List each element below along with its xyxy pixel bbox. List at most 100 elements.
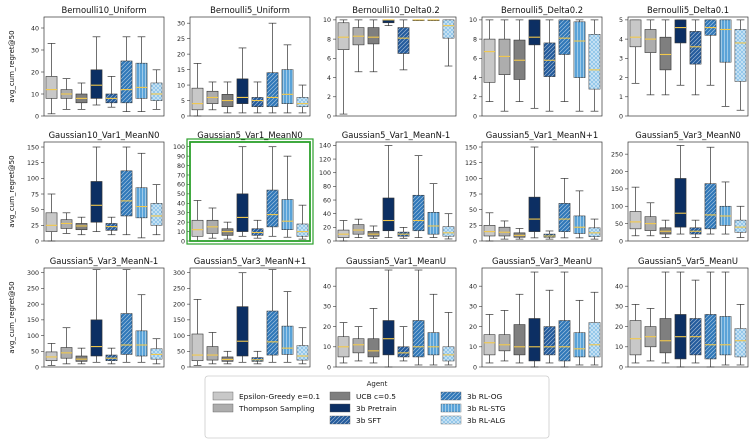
y-tick-label: 10 [177, 229, 185, 236]
box-ucb-c-0-5 [659, 19, 672, 96]
box-3b-sft [105, 347, 118, 365]
y-tick-label: 10 [177, 82, 185, 89]
panel-6: Gaussian10_Var1_MeanN0 0 25 50 75 100 125 150 av… [8, 130, 165, 245]
panel-frame [335, 267, 457, 368]
legend-item-thompson-sampling: Thompson Sampling [212, 403, 315, 413]
box-thompson-sampling [206, 81, 219, 111]
box-3b-rl-alg [296, 327, 309, 365]
y-tick-label: 8 [473, 36, 477, 43]
y-tick-label: 6 [327, 56, 331, 63]
box-3b-pretrain [674, 19, 687, 86]
panel-frame [335, 141, 457, 242]
box-hatch [689, 31, 702, 65]
box-epsilon-greedy-e-0-1 [45, 193, 58, 242]
panel-frame [335, 16, 457, 117]
box-3b-sft [689, 19, 702, 96]
box-thompson-sampling [498, 220, 511, 240]
y-tick-label: 60 [177, 182, 185, 189]
panel-title: Gaussian5_Var3_MeanU [492, 256, 592, 266]
y-tick-label: 6 [473, 56, 477, 63]
y-tick-label: 0 [327, 238, 331, 245]
box-hatch [704, 314, 717, 359]
box-3b-pretrain [528, 146, 541, 239]
box-ucb-c-0-5 [221, 350, 234, 365]
box-thompson-sampling [352, 218, 365, 238]
panel-2: Bernoulli5_Uniform 0 5 10 15 20 25 30 [177, 5, 311, 120]
box-epsilon-greedy-e-0-1 [629, 304, 642, 364]
y-tick-label: 30 [615, 304, 623, 311]
y-tick-label: 40 [323, 283, 331, 290]
box-3b-sft [543, 289, 556, 364]
box-body [629, 19, 642, 48]
y-tick-label: 3 [619, 56, 623, 63]
box-hatch [150, 83, 163, 101]
y-tick-label: 50 [31, 349, 39, 356]
box-thompson-sampling [644, 19, 657, 96]
y-tick-label: 0 [181, 364, 185, 371]
box-3b-rl-alg [150, 338, 163, 365]
y-tick-label: 10 [323, 344, 331, 351]
y-tick-label: 25 [469, 223, 477, 230]
panel-5: Bernoulli5_Delta0.1 0 1 2 3 4 5 [619, 5, 749, 120]
y-tick-label: 80 [177, 163, 185, 170]
box-body [513, 324, 526, 356]
y-tick-label: 50 [469, 207, 477, 214]
y-tick-label: 25 [31, 223, 39, 230]
y-tick-label: 75 [31, 191, 39, 198]
box-ucb-c-0-5 [221, 81, 234, 114]
box-hatch [442, 226, 455, 237]
box-3b-rl-stg [135, 36, 148, 112]
box-epsilon-greedy-e-0-1 [191, 200, 204, 242]
panel-13: Gaussian5_Var1_MeanU 0 10 20 30 40 [323, 256, 457, 371]
box-epsilon-greedy-e-0-1 [337, 322, 350, 364]
panel-frame [481, 16, 603, 117]
box-3b-rl-og [120, 36, 133, 112]
box-body [206, 346, 219, 361]
panel-title: Gaussian5_Var1_MeanU [346, 256, 446, 266]
panel-frame [627, 141, 749, 242]
panel-frame [189, 16, 311, 117]
y-axis-label: avg_cum_regret@50 [8, 30, 16, 102]
box-epsilon-greedy-e-0-1 [337, 19, 350, 115]
legend-item-ucb-c-0-5: UCB c=0.5 [329, 391, 396, 401]
box-3b-pretrain [90, 269, 103, 363]
box-body [45, 212, 58, 232]
box-3b-pretrain [674, 145, 687, 235]
box-ucb-c-0-5 [367, 225, 380, 239]
box-body [90, 181, 103, 223]
box-3b-rl-alg [442, 19, 455, 67]
y-tick-label: 30 [177, 20, 185, 27]
box-3b-rl-stg [427, 183, 440, 238]
y-tick-label: 80 [323, 184, 331, 191]
box-3b-rl-og [704, 146, 717, 235]
legend-label: UCB c=0.5 [356, 392, 396, 401]
box-body [352, 338, 365, 354]
box-thompson-sampling [352, 19, 365, 73]
box-3b-rl-stg [427, 19, 440, 21]
y-tick-label: 20 [469, 324, 477, 331]
legend-item-3b-rl-og: 3b RL-OG [440, 391, 503, 401]
box-3b-rl-og [558, 271, 571, 368]
box-epsilon-greedy-e-0-1 [483, 212, 496, 242]
box-3b-sft [251, 219, 264, 239]
y-tick-label: 40 [615, 283, 623, 290]
box-ucb-c-0-5 [75, 347, 88, 365]
y-tick-label: 250 [611, 151, 623, 158]
y-tick-label: 1 [619, 94, 623, 101]
panel-title: Bernoulli5_Delta0.1 [647, 5, 729, 15]
box-3b-rl-alg [442, 312, 455, 366]
y-tick-label: 0 [181, 113, 185, 120]
box-ucb-c-0-5 [513, 228, 526, 240]
legend-swatch [212, 403, 234, 413]
box-hatch [442, 19, 455, 39]
box-thompson-sampling [60, 327, 73, 365]
box-3b-rl-stg [427, 293, 440, 366]
box-ucb-c-0-5 [659, 219, 672, 238]
y-tick-label: 125 [27, 160, 39, 167]
panel-4: Bernoulli5_Delta0.2 0 2 4 6 8 10 [469, 5, 603, 120]
box-hatch [719, 316, 732, 355]
box-hatch [397, 27, 410, 54]
y-tick-label: 0 [181, 238, 185, 245]
y-tick-label: 120 [319, 156, 331, 163]
y-tick-label: 50 [615, 221, 623, 228]
